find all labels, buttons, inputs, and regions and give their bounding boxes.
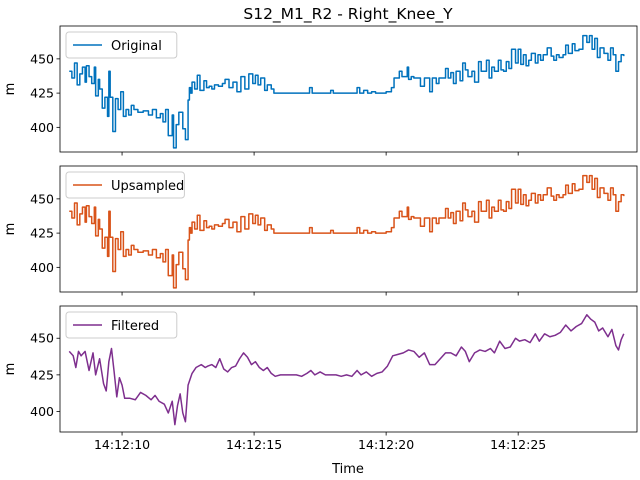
x-axis-label: Time bbox=[331, 462, 364, 477]
x-tick-label: 14:12:20 bbox=[358, 437, 414, 452]
x-tick-label: 14:12:15 bbox=[226, 437, 282, 452]
y-tick-label: 425 bbox=[30, 226, 54, 241]
subplot-original: 400 425 450 m Original bbox=[3, 25, 638, 156]
legend-label: Upsampled bbox=[111, 179, 184, 194]
legend-box bbox=[65, 171, 185, 199]
chart-title: S12_M1_R2 - Right_Knee_Y bbox=[243, 5, 453, 24]
x-tick-label: 14:12:10 bbox=[94, 437, 150, 452]
y-tick-label: 400 bbox=[30, 404, 54, 419]
legend-label: Filtered bbox=[111, 319, 159, 334]
y-tick-label: 450 bbox=[30, 331, 54, 346]
y-tick-label: 400 bbox=[30, 260, 54, 275]
x-tick-label: 14:12:25 bbox=[490, 437, 546, 452]
subplot-filtered: 400 425 450 14:12:10 14:12:15 14:12:20 14:12:2… bbox=[3, 305, 638, 452]
y-tick-label: 450 bbox=[30, 51, 54, 66]
legend: Original bbox=[65, 31, 178, 59]
y-axis-label: m bbox=[3, 223, 18, 236]
legend-box bbox=[65, 311, 178, 339]
axes-frame bbox=[59, 165, 638, 293]
legend-box bbox=[65, 31, 178, 59]
y-tick-label: 425 bbox=[30, 86, 54, 101]
y-tick-label: 425 bbox=[30, 367, 54, 382]
y-axis-label: m bbox=[3, 363, 18, 376]
legend: Filtered bbox=[65, 311, 178, 339]
subplot-upsampled: 400 425 450 m Upsampled bbox=[3, 165, 638, 296]
axes-frame bbox=[59, 25, 638, 153]
legend-label: Original bbox=[111, 39, 162, 54]
series-line-filtered bbox=[68, 314, 625, 426]
axes-frame bbox=[59, 305, 638, 433]
y-tick-label: 400 bbox=[30, 120, 54, 135]
series-line-original bbox=[69, 34, 625, 149]
legend: Upsampled bbox=[65, 171, 185, 199]
series-line-upsampled bbox=[69, 174, 625, 289]
y-tick-label: 450 bbox=[30, 191, 54, 206]
y-axis-label: m bbox=[3, 83, 18, 96]
